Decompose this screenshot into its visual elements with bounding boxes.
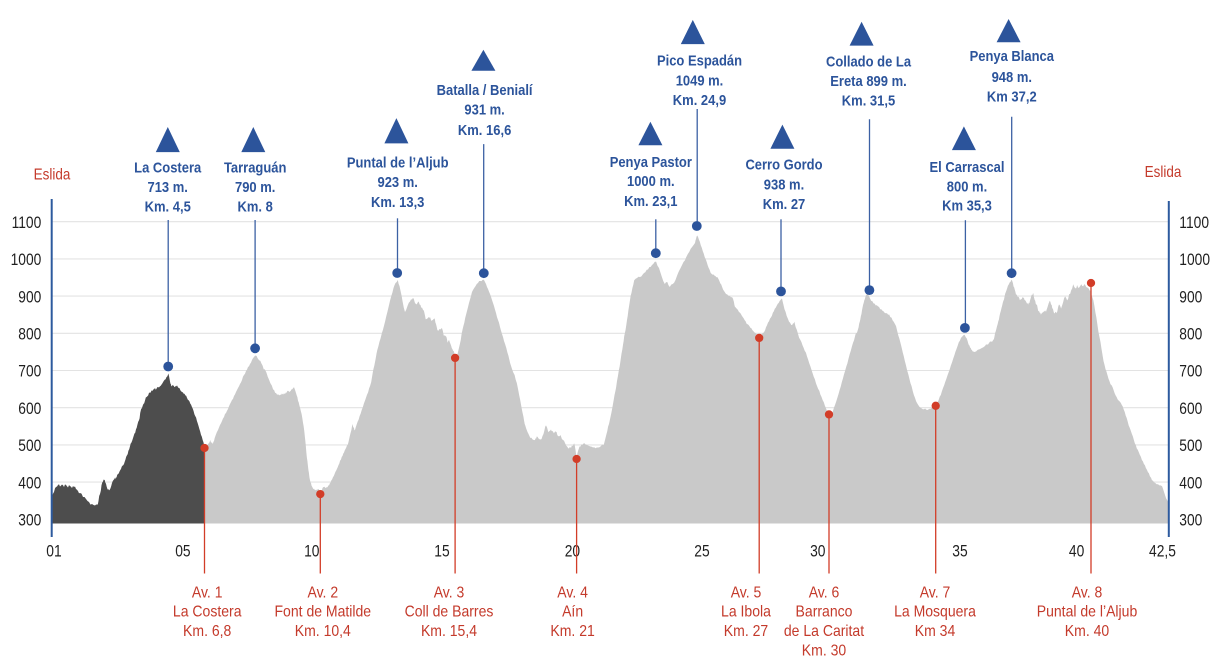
svg-text:500: 500 (18, 436, 41, 455)
svg-text:La Mosquera: La Mosquera (894, 604, 976, 621)
svg-text:700: 700 (1179, 362, 1202, 381)
svg-text:Km. 16,6: Km. 16,6 (458, 122, 511, 139)
svg-text:Km. 31,5: Km. 31,5 (842, 93, 895, 110)
svg-text:Eslida: Eslida (1145, 164, 1182, 181)
svg-text:Av. 3: Av. 3 (434, 584, 465, 601)
svg-text:Av. 1: Av. 1 (192, 584, 223, 601)
svg-text:Av. 4: Av. 4 (557, 584, 588, 601)
svg-text:400: 400 (1179, 473, 1202, 492)
svg-text:Km 34: Km 34 (915, 623, 956, 640)
svg-text:30: 30 (810, 542, 825, 561)
svg-text:Av. 8: Av. 8 (1072, 584, 1103, 601)
svg-text:Collado de La: Collado de La (826, 53, 912, 70)
svg-text:948 m.: 948 m. (992, 69, 1032, 86)
svg-text:Eslida: Eslida (34, 166, 71, 183)
svg-text:Barranco: Barranco (796, 604, 853, 621)
svg-text:Km. 13,3: Km. 13,3 (371, 194, 424, 211)
svg-text:40: 40 (1069, 542, 1084, 561)
svg-text:Km. 6,8: Km. 6,8 (183, 623, 231, 640)
svg-text:1000: 1000 (1179, 250, 1210, 269)
svg-text:La Costera: La Costera (134, 160, 202, 177)
svg-text:Font de Matilde: Font de Matilde (275, 604, 372, 621)
svg-text:Pico Espadán: Pico Espadán (657, 53, 742, 70)
svg-text:300: 300 (18, 511, 41, 530)
svg-text:Aín: Aín (562, 604, 583, 621)
svg-text:Tarraguán: Tarraguán (224, 160, 287, 177)
svg-text:Km. 27: Km. 27 (724, 623, 768, 640)
svg-text:de La Caritat: de La Caritat (784, 623, 865, 640)
svg-text:800: 800 (1179, 325, 1202, 344)
svg-text:15: 15 (434, 542, 449, 561)
svg-text:713 m.: 713 m. (148, 179, 188, 196)
svg-text:Av. 2: Av. 2 (308, 584, 339, 601)
svg-text:Av. 5: Av. 5 (731, 584, 762, 601)
svg-text:1100: 1100 (1179, 213, 1209, 232)
svg-text:1000 m.: 1000 m. (627, 173, 675, 190)
svg-text:Penya Pastor: Penya Pastor (610, 154, 692, 171)
svg-text:Coll de Barres: Coll de Barres (405, 604, 494, 621)
svg-text:Penya Blanca: Penya Blanca (970, 48, 1055, 65)
svg-text:Km. 8: Km. 8 (238, 198, 273, 215)
svg-text:05: 05 (175, 542, 190, 561)
svg-text:01: 01 (46, 542, 61, 561)
svg-text:Km. 40: Km. 40 (1065, 623, 1109, 640)
svg-text:Batalla / Benialí: Batalla / Benialí (437, 82, 534, 99)
svg-text:Ereta 899 m.: Ereta 899 m. (830, 73, 907, 90)
svg-text:Av. 7: Av. 7 (920, 584, 951, 601)
svg-text:500: 500 (1179, 436, 1202, 455)
svg-text:35: 35 (952, 542, 967, 561)
svg-text:La Ibola: La Ibola (721, 604, 771, 621)
svg-text:Km. 24,9: Km. 24,9 (673, 92, 726, 109)
svg-text:42,5: 42,5 (1149, 542, 1176, 561)
svg-text:1100: 1100 (12, 213, 42, 232)
svg-text:931 m.: 931 m. (464, 102, 504, 119)
svg-text:1000: 1000 (11, 250, 42, 269)
svg-text:600: 600 (18, 399, 41, 418)
svg-text:10: 10 (304, 542, 319, 561)
svg-text:Km. 10,4: Km. 10,4 (295, 623, 351, 640)
svg-text:400: 400 (18, 473, 41, 492)
svg-text:Cerro Gordo: Cerro Gordo (745, 157, 822, 174)
svg-text:Km 35,3: Km 35,3 (942, 198, 992, 215)
svg-text:800: 800 (18, 325, 41, 344)
svg-text:1049 m.: 1049 m. (676, 72, 724, 89)
svg-text:700: 700 (18, 362, 41, 381)
svg-text:Km. 27: Km. 27 (763, 196, 806, 213)
svg-text:Av. 6: Av. 6 (809, 584, 840, 601)
svg-text:Puntal de l’Aljub: Puntal de l’Aljub (347, 155, 449, 172)
svg-text:La Costera: La Costera (173, 604, 242, 621)
svg-text:El Carrascal: El Carrascal (930, 159, 1005, 176)
svg-text:Km. 21: Km. 21 (550, 623, 594, 640)
svg-text:790 m.: 790 m. (235, 179, 275, 196)
svg-text:900: 900 (1179, 287, 1202, 306)
svg-text:Km. 15,4: Km. 15,4 (421, 623, 477, 640)
svg-text:25: 25 (694, 542, 709, 561)
svg-text:600: 600 (1179, 399, 1202, 418)
svg-text:Km. 4,5: Km. 4,5 (145, 198, 191, 215)
svg-text:Km. 30: Km. 30 (802, 643, 846, 660)
svg-text:Km 37,2: Km 37,2 (987, 89, 1037, 106)
svg-text:800 m.: 800 m. (947, 179, 987, 196)
svg-text:923 m.: 923 m. (378, 174, 418, 191)
svg-text:938 m.: 938 m. (764, 176, 804, 193)
svg-text:Km. 23,1: Km. 23,1 (624, 193, 677, 210)
svg-text:900: 900 (18, 287, 41, 306)
svg-text:Puntal de l’Aljub: Puntal de l’Aljub (1037, 604, 1138, 621)
svg-text:20: 20 (565, 542, 580, 561)
svg-text:300: 300 (1179, 511, 1202, 530)
